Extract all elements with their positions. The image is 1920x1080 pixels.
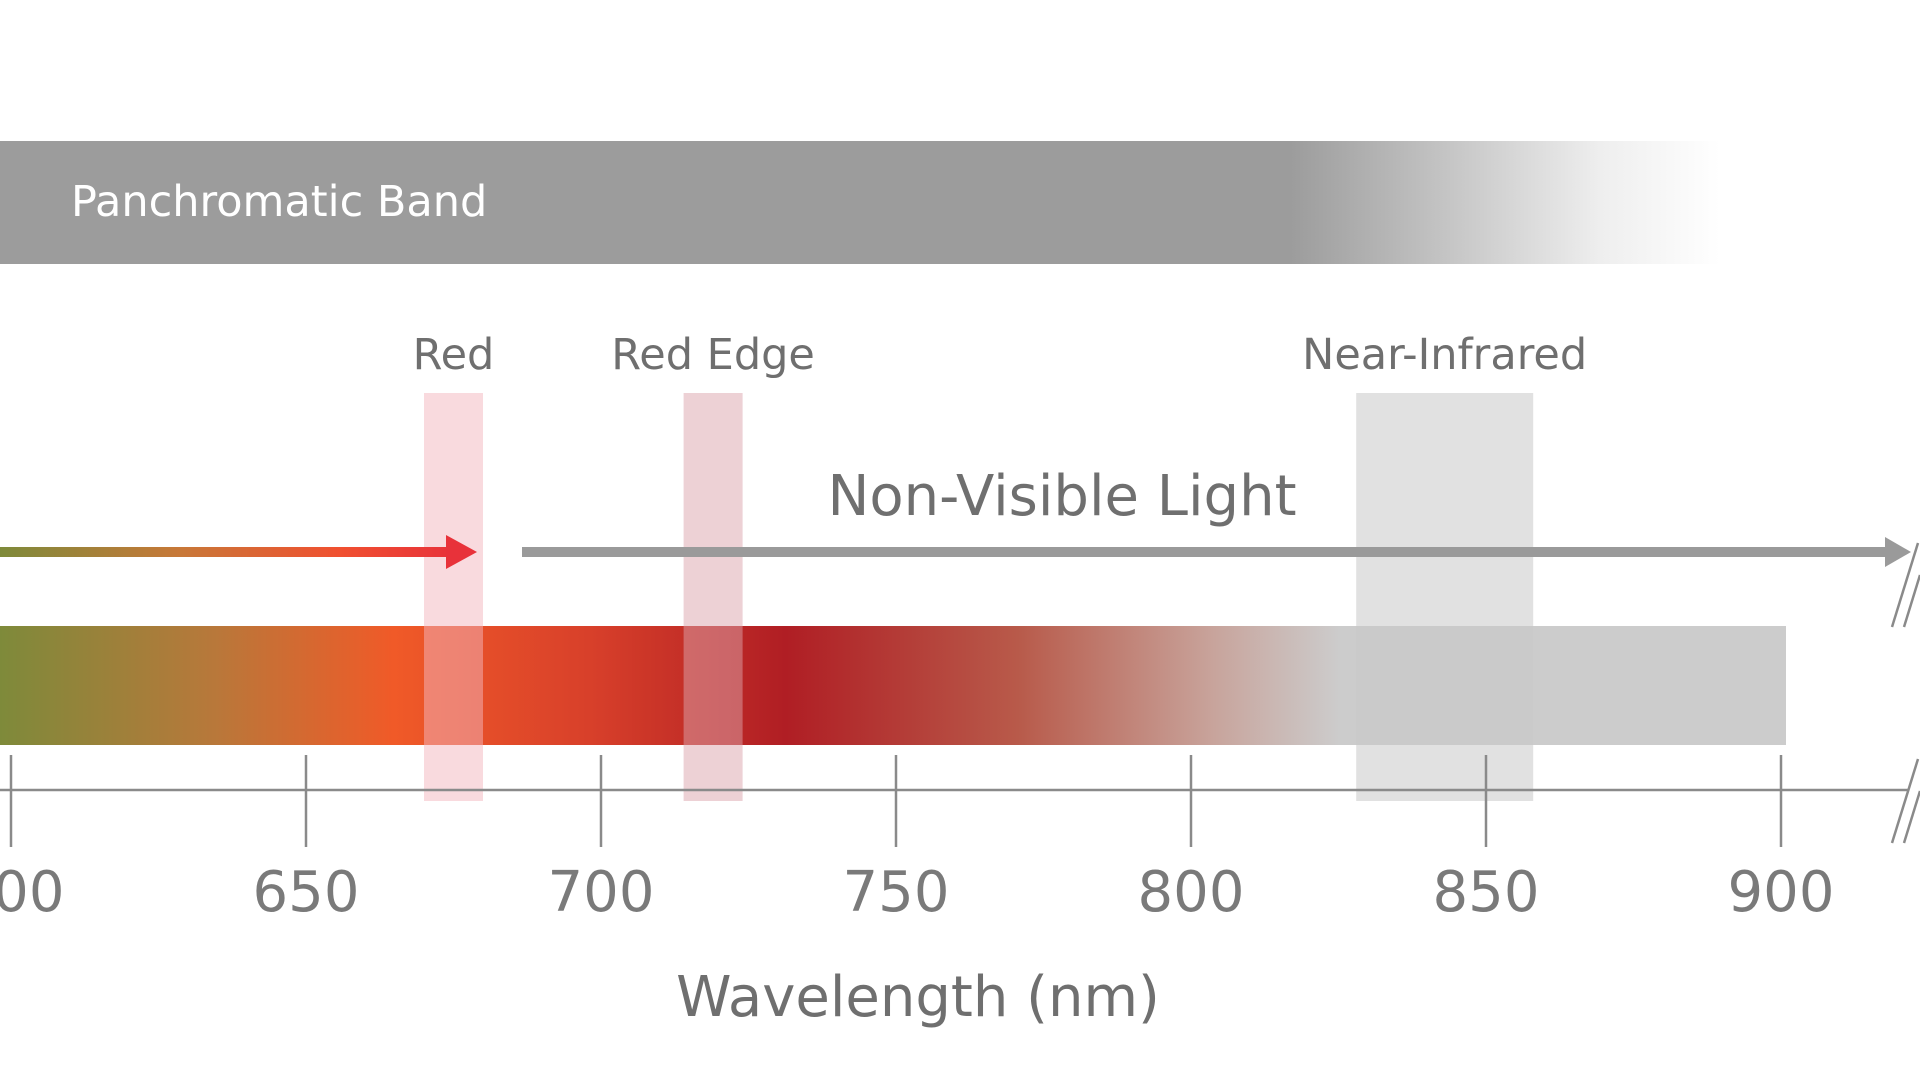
non-visible-light-arrow-shaft [522,547,1889,557]
band-overlay-near-infrared [1356,393,1534,801]
band-overlay-red [424,393,483,801]
tick-label-800: 800 [1137,860,1245,925]
tick-label-650: 650 [252,860,360,925]
axis-title: Wavelength (nm) [676,965,1160,1030]
tick-label-850: 850 [1432,860,1540,925]
visible-light-arrow-shaft [0,547,452,557]
non-visible-light-label: Non-Visible Light [827,464,1297,529]
tick-label-700: 700 [547,860,655,925]
non-visible-light-arrow-head [1885,537,1911,567]
tick-label-600: 600 [0,860,65,925]
band-label-near-infrared: Near-Infrared [1302,330,1588,380]
tick-label-900: 900 [1727,860,1835,925]
band-label-red-edge: Red Edge [611,330,815,380]
axis-break-marks [1890,542,1920,844]
band-label-red: Red [412,330,495,380]
panchromatic-band [0,141,1720,264]
tick-label-750: 750 [842,860,950,925]
visible-light-arrow-head [446,535,477,569]
panchromatic-band-label: Panchromatic Band [71,177,488,227]
band-overlay-red-edge [683,393,743,801]
